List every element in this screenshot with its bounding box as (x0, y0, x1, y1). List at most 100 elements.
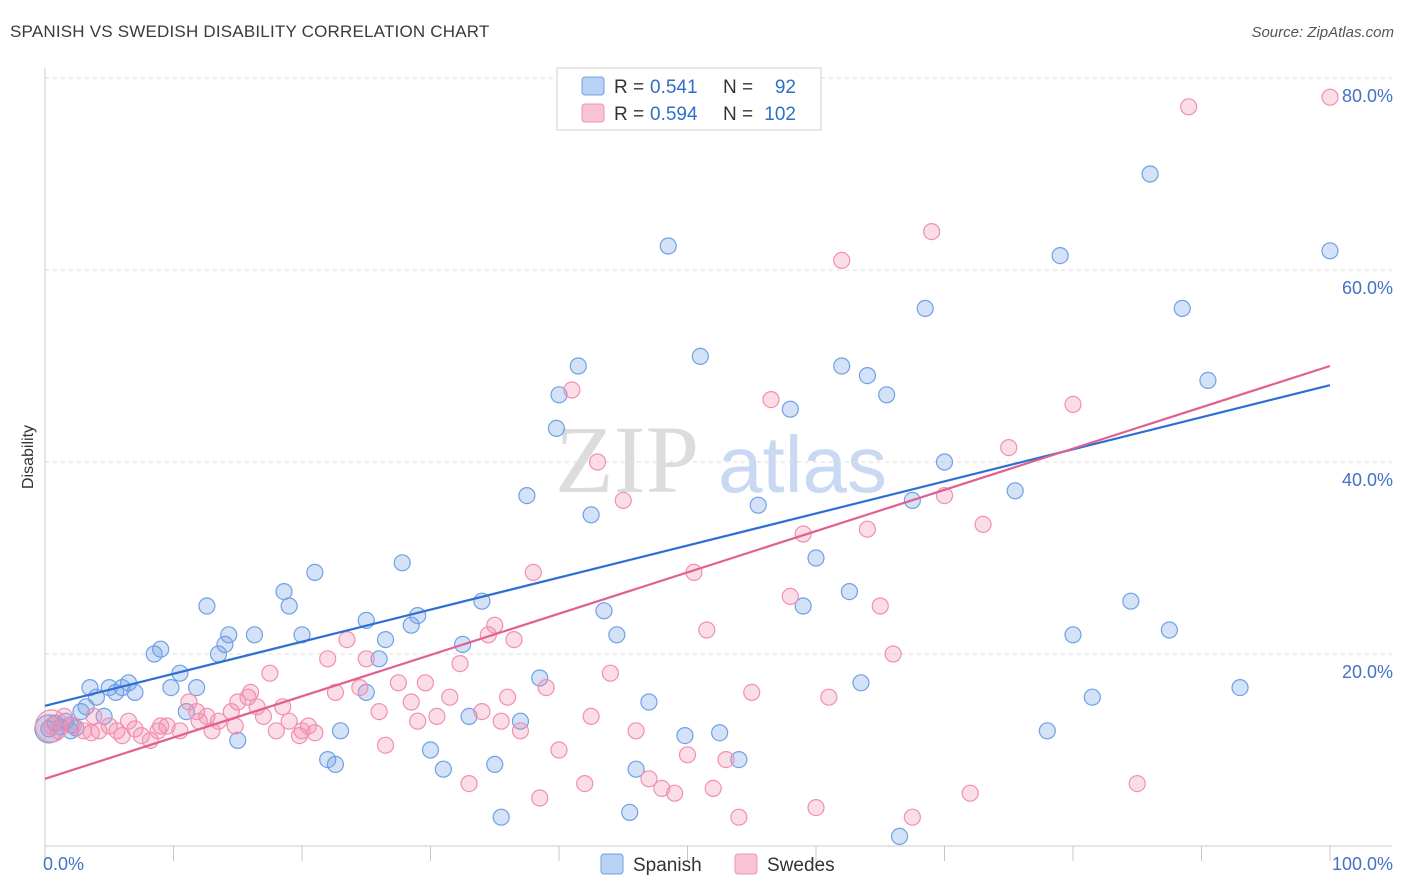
point-swedes (158, 717, 176, 735)
point-spanish (1160, 621, 1178, 639)
point-swedes (974, 515, 992, 534)
legend-swedes-n-value: 102 (764, 104, 796, 125)
point-swedes (370, 702, 388, 721)
point-swedes (961, 784, 979, 802)
point-swedes (762, 391, 780, 409)
point-swedes (511, 722, 530, 740)
bottom-legend-swatch-swedes (734, 853, 758, 875)
y-tick-label: 20.0% (1342, 662, 1393, 682)
point-swedes (409, 712, 427, 730)
point-spanish (1321, 242, 1339, 260)
point-spanish (126, 683, 144, 702)
point-spanish (198, 597, 216, 615)
point-swedes (627, 722, 645, 740)
chart-title: SPANISH VS SWEDISH DISABILITY CORRELATIO… (10, 22, 490, 41)
point-swedes (267, 722, 285, 740)
point-swedes (884, 645, 902, 663)
point-spanish (216, 635, 234, 654)
point-spanish (640, 693, 658, 711)
axes (44, 68, 1392, 861)
point-swedes (261, 664, 279, 682)
point-spanish (280, 597, 298, 615)
point-swedes (49, 722, 67, 740)
point-spanish (518, 487, 536, 505)
point-swedes (441, 688, 459, 706)
point-swedes (1064, 395, 1082, 413)
legend-swatch-swedes (581, 103, 605, 123)
point-swedes (338, 630, 356, 649)
point-spanish (840, 582, 859, 601)
bottom-legend-swedes: Swedes (767, 855, 835, 876)
point-swedes (357, 650, 375, 668)
point-spanish (807, 549, 825, 567)
point-swedes (730, 808, 748, 826)
point-spanish (421, 741, 440, 759)
point-spanish (511, 712, 530, 730)
point-swedes (428, 707, 446, 726)
legend-swedes-r-value: 0.594 (650, 104, 698, 125)
point-swedes (698, 621, 716, 639)
point-spanish (676, 726, 694, 745)
legend-spanish-r-value: 0.541 (650, 77, 698, 98)
point-spanish (781, 400, 799, 418)
point-spanish (275, 582, 293, 601)
point-spanish (162, 678, 180, 697)
trend-line-swedes (44, 364, 1331, 780)
point-spanish (547, 419, 566, 437)
point-swedes (389, 674, 407, 692)
point-spanish (486, 755, 504, 774)
legend-spanish-n-value: 92 (775, 77, 796, 98)
point-spanish (393, 554, 411, 572)
point-swedes (492, 712, 510, 730)
legend-spanish-n-label: N = (723, 77, 753, 98)
point-swedes (903, 808, 921, 826)
point-spanish (331, 722, 350, 740)
point-spanish (659, 237, 677, 255)
point-spanish (245, 626, 264, 644)
trend-line-spanish (44, 384, 1331, 707)
point-spanish (1006, 482, 1024, 500)
point-swedes (306, 724, 324, 742)
point-swedes (416, 674, 434, 692)
grid (45, 77, 1392, 655)
point-swedes (1128, 774, 1146, 793)
point-spanish (1141, 165, 1159, 183)
point-spanish (409, 606, 427, 625)
point-swedes (319, 650, 337, 668)
point-spanish (935, 453, 954, 471)
point-spanish (1122, 592, 1140, 610)
point-swedes (781, 587, 799, 606)
point-spanish (1038, 722, 1056, 740)
series-swedes (34, 88, 1339, 826)
point-spanish (582, 506, 600, 524)
point-spanish (890, 827, 909, 846)
x-tick-label: 100.0% (1332, 854, 1393, 874)
point-spanish (749, 496, 767, 514)
legend-swedes-n-label: N = (723, 104, 753, 125)
bottom-legend: Spanish Swedes (600, 853, 835, 876)
point-swedes (704, 779, 722, 798)
point-spanish (326, 755, 345, 774)
point-swedes (871, 597, 889, 615)
point-swedes (807, 798, 825, 817)
point-swedes (563, 381, 581, 399)
point-swedes (473, 702, 491, 721)
tick-labels: 20.0% 40.0% 60.0% 80.0% 0.0% 100.0% (43, 86, 1393, 874)
legend: R = 0.541 N = 92 R = 0.594 N = 102 (556, 67, 822, 131)
point-spanish (569, 357, 587, 375)
point-swedes (64, 717, 82, 735)
point-spanish (852, 674, 870, 692)
point-spanish (1231, 678, 1249, 697)
point-swedes (820, 688, 838, 706)
point-swedes (833, 251, 851, 269)
point-spanish (627, 760, 645, 778)
point-swedes (653, 779, 671, 798)
point-swedes (582, 707, 600, 726)
point-spanish (794, 597, 812, 615)
point-spanish (229, 731, 247, 750)
point-swedes (248, 698, 266, 716)
point-swedes (152, 717, 170, 735)
point-swedes (188, 702, 206, 721)
point-swedes (351, 678, 369, 697)
trend-lines (44, 364, 1331, 780)
